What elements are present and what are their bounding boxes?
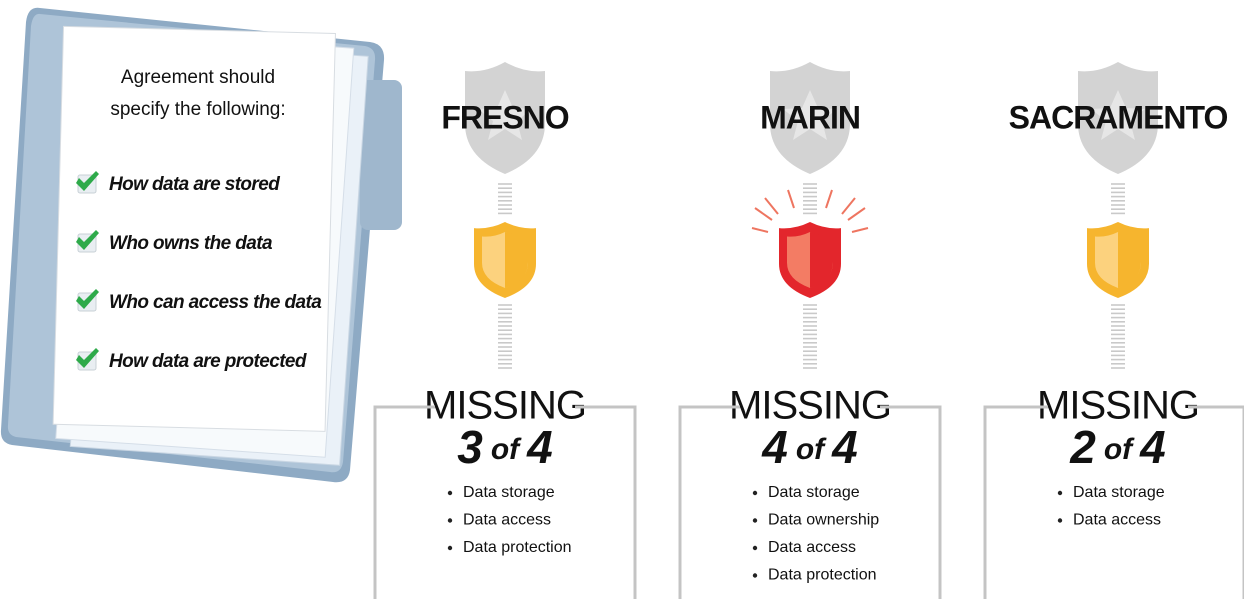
alert-ray: [751, 227, 769, 233]
missing-item: Data protection: [768, 567, 877, 584]
intro-text: specify the following:: [110, 99, 285, 120]
city-name: MARIN: [760, 99, 860, 135]
bullet: [447, 490, 453, 496]
badge-half: [1118, 232, 1141, 288]
missing-item: Data access: [768, 539, 856, 556]
missing-item: Data protection: [463, 539, 572, 556]
missing-item: Data storage: [463, 484, 555, 501]
count-part: 4: [831, 421, 858, 473]
missing-count: 4 of 4: [761, 421, 858, 473]
checkmark: [76, 230, 99, 250]
checkmark: [76, 171, 99, 191]
count-part: of: [491, 433, 522, 466]
bullet: [447, 545, 453, 551]
star: [1091, 90, 1145, 140]
bullet: [1057, 490, 1063, 496]
bullet: [752, 545, 758, 551]
star: [478, 90, 532, 140]
alert-ray: [841, 197, 856, 215]
intro-text: Agreement should: [121, 67, 275, 88]
bullet: [447, 518, 453, 523]
alert-ray: [764, 197, 779, 215]
bullet: [752, 518, 758, 523]
box-frame: [373, 405, 637, 599]
checklist-item: Who owns the data: [109, 233, 273, 254]
missing-label: MISSING: [1037, 384, 1199, 428]
badge-half: [505, 232, 528, 288]
clipboard: [0, 7, 402, 483]
box-frame: [983, 405, 1244, 599]
bullet: [752, 490, 758, 496]
bullet: [752, 573, 758, 578]
checklist-item: How data are protected: [109, 351, 307, 372]
star: [783, 90, 837, 140]
count-part: 4: [761, 421, 788, 473]
missing-count: 3 of 4: [457, 421, 553, 473]
badge-half: [810, 232, 833, 288]
missing-item: Data storage: [768, 484, 860, 501]
missing-item: Data ownership: [768, 512, 879, 529]
count-part: 4: [1139, 421, 1166, 473]
missing-label: MISSING: [729, 384, 891, 428]
count-part: 2: [1069, 421, 1096, 473]
alert-ray: [847, 207, 866, 221]
bullet: [1057, 518, 1063, 523]
alert-ray: [825, 189, 833, 209]
alert-ray: [851, 227, 869, 233]
box-frame: [678, 405, 942, 599]
count-part: 4: [526, 421, 553, 473]
count-part: of: [1104, 433, 1135, 466]
checklist-item: Who can access the data: [109, 292, 322, 313]
checkmark: [76, 348, 99, 368]
city-name: FRESNO: [441, 99, 568, 135]
checkmark: [76, 289, 99, 309]
city-name: SACRAMENTO: [1009, 99, 1228, 135]
checklist-item: How data are stored: [109, 174, 280, 195]
missing-label: MISSING: [424, 384, 586, 428]
count-part: 3: [457, 421, 483, 473]
count-part: of: [796, 433, 827, 466]
missing-item: Data storage: [1073, 484, 1165, 501]
alert-ray: [754, 207, 773, 221]
missing-item: Data access: [463, 512, 551, 529]
alert-ray: [787, 189, 795, 209]
missing-item: Data access: [1073, 512, 1161, 529]
missing-count: 2 of 4: [1069, 421, 1166, 473]
